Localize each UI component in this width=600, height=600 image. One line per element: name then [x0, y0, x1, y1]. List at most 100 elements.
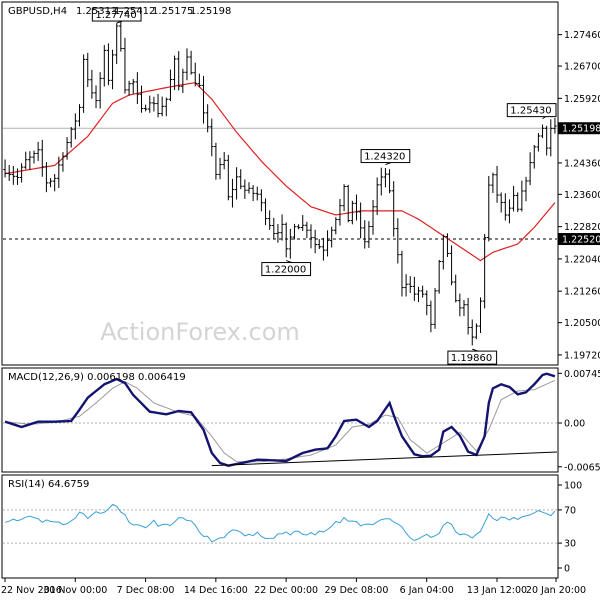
price-levels: 1.25198 1.22520 [3, 122, 600, 246]
price-tick-label: 1.25920 [564, 94, 600, 105]
ohlc-bar [511, 185, 516, 212]
macd-signal-line [5, 379, 556, 463]
ohlc-bar [85, 52, 90, 87]
time-tick-label: 7 Dec 08:00 [117, 585, 175, 596]
ohlc-bar [156, 93, 160, 118]
ohlc-bar [491, 172, 495, 194]
ohlc-bar [69, 127, 74, 148]
ohlc-bar [65, 137, 69, 160]
rsi-tick-label: 0 [564, 564, 570, 575]
ohlc-bar [412, 276, 417, 301]
ohlc-bar [110, 49, 115, 90]
ohlc-bar [458, 293, 462, 317]
rsi-tick-label: 30 [564, 539, 576, 550]
ohlc-bar [176, 51, 181, 91]
ohlc-bar [15, 168, 20, 185]
ohlc-bar [259, 189, 264, 212]
rsi-panel-title: RSI(14) 64.6759 [8, 479, 89, 490]
ohlc-bar [40, 139, 45, 177]
ohlc-bar [437, 259, 441, 294]
ohlc-bar [462, 300, 466, 317]
ohlc-bar [515, 192, 520, 213]
ohlc-bar [379, 167, 384, 196]
ohlc-bar [119, 20, 123, 52]
watermark: ActionForex.com [100, 318, 300, 346]
time-tick-label: 13 Jan 12:00 [467, 585, 527, 596]
ohlc-bar [205, 104, 210, 133]
price-annotation: 1.24320 [360, 149, 411, 166]
macd-axis: 0.007452 0.00 -0.006568 [558, 369, 600, 473]
ohlc-bar [28, 151, 32, 170]
ohlc-bar [11, 165, 16, 185]
price-tick-label: 1.22040 [564, 254, 600, 265]
time-tick-label: 30 Nov 00:00 [43, 585, 107, 596]
ohlc-bar [453, 274, 458, 303]
macd-series [3, 372, 558, 467]
ohlc-bar [441, 234, 446, 270]
macd-line [4, 372, 556, 467]
macd-tick-label: 0.00 [564, 419, 585, 430]
ohlc-bar [292, 223, 297, 240]
ohlc-bar [391, 181, 396, 237]
price-annotation: 1.25430 [506, 103, 557, 120]
ohlc-bar [375, 177, 379, 216]
ohlc-bar [495, 165, 499, 203]
ohlc-bar [255, 186, 260, 201]
ohlc-bar [478, 297, 483, 333]
ohlc-bar [408, 276, 413, 293]
ohlc-bar [3, 159, 7, 178]
price-tick-label: 1.20500 [564, 318, 600, 329]
svg-text:1.25430: 1.25430 [510, 106, 551, 117]
price-annotation: 1.22000 [261, 260, 312, 277]
ohlc-bar [234, 167, 239, 200]
current-price-label: 1.25198 [562, 124, 600, 135]
ohlc-bar [342, 184, 346, 212]
ohlc-bar [532, 145, 537, 169]
rsi-panel-frame [1, 474, 559, 579]
ohlc-bar [77, 104, 82, 127]
ohlc-bar [218, 157, 222, 180]
ohlc-bar [358, 202, 363, 239]
ohlc-bar [23, 151, 28, 170]
ohlc-bar [524, 176, 528, 202]
svg-text:1.24320: 1.24320 [364, 152, 405, 163]
time-tick-label: 22 Dec 00:00 [254, 585, 318, 596]
ohlc-bar [300, 215, 305, 232]
ohlc-bar [57, 156, 61, 188]
svg-text:1.27740: 1.27740 [95, 10, 136, 21]
ohlc-bar [449, 245, 454, 286]
header-open: 1.25313 [76, 6, 117, 17]
ohlc-bar [48, 178, 53, 188]
rsi-line [4, 503, 556, 543]
ohlc-bar [321, 237, 326, 261]
ohlc-bar [98, 72, 102, 109]
rsi-series [3, 503, 557, 544]
ohlc-bar [135, 72, 140, 104]
price-tick-label: 1.24360 [564, 158, 600, 169]
ohlc-bar [185, 48, 189, 81]
price-axis: 1.27460 1.26700 1.25920 1.24360 1.23600 1.228… [558, 30, 600, 361]
ohlc-bar [267, 210, 272, 230]
ohlc-bar [371, 199, 375, 235]
ohlc-bar [214, 142, 218, 180]
ohlc-bar [528, 152, 532, 186]
ohlc-bar [416, 286, 421, 302]
ohlc-bar [222, 151, 226, 170]
ohlc-bar [296, 224, 301, 230]
header-high: 1.25412 [114, 6, 155, 17]
ohlc-bar [19, 163, 24, 183]
ohlc-bar [520, 180, 524, 212]
support-level-box [558, 233, 600, 246]
ohlc-bar [139, 85, 144, 113]
ohlc-bar [503, 193, 508, 221]
ohlc-bar [334, 217, 338, 235]
rsi-tick-label: 100 [564, 481, 582, 492]
ohlc-bar [263, 198, 268, 226]
ohlc-bar [540, 124, 545, 139]
ohlc-bar [73, 113, 78, 140]
ohlc-bar [32, 150, 36, 164]
rsi-axis: 100 70 30 0 [558, 481, 582, 575]
header-close: 1.25198 [190, 6, 231, 17]
ohlc-bar [354, 194, 359, 221]
